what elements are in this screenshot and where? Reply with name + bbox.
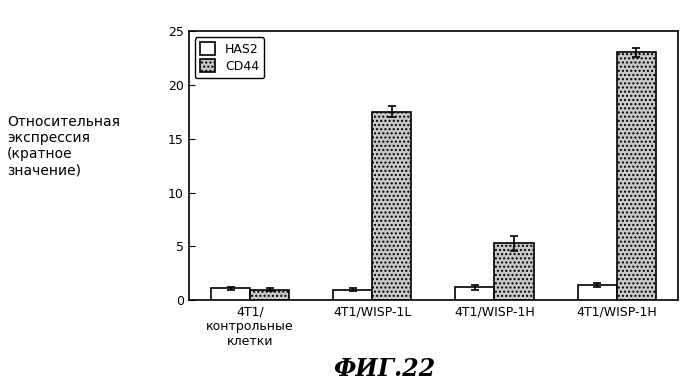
Bar — [333, 290, 373, 300]
Bar — [211, 288, 250, 300]
Bar — [455, 287, 494, 300]
Bar — [577, 285, 617, 300]
Bar — [373, 112, 412, 300]
Bar — [250, 290, 289, 300]
Text: ФИГ.22: ФИГ.22 — [333, 357, 435, 381]
Legend: HAS2, CD44: HAS2, CD44 — [195, 37, 264, 78]
Bar — [494, 243, 533, 300]
Bar — [617, 52, 656, 300]
Text: Относительная
экспрессия
(кратное
значение): Относительная экспрессия (кратное значен… — [7, 115, 120, 177]
